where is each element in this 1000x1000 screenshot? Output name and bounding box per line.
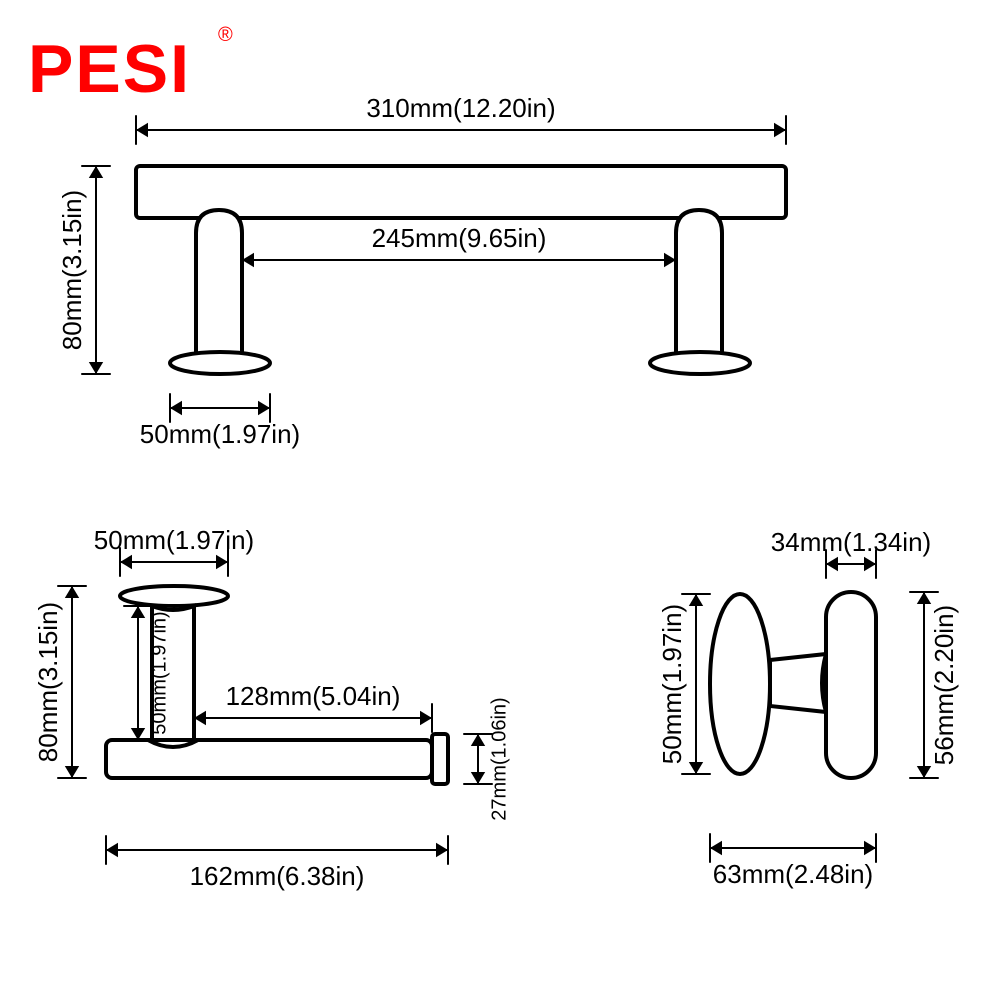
svg-text:50mm(1.97in): 50mm(1.97in) <box>657 604 687 764</box>
svg-text:34mm(1.34in): 34mm(1.34in) <box>771 527 931 557</box>
svg-text:63mm(2.48in): 63mm(2.48in) <box>713 859 873 889</box>
svg-text:50mm(1.97in): 50mm(1.97in) <box>94 525 254 555</box>
svg-text:245mm(9.65in): 245mm(9.65in) <box>372 223 547 253</box>
svg-text:50mm(1.97in): 50mm(1.97in) <box>140 419 300 449</box>
svg-text:310mm(12.20in): 310mm(12.20in) <box>366 93 555 123</box>
svg-text:80mm(3.15in): 80mm(3.15in) <box>57 190 87 350</box>
diagram-svg: 310mm(12.20in) 245mm(9.65in) 80mm(3.15in) 5… <box>0 0 1000 1000</box>
svg-text:56mm(2.20in): 56mm(2.20in) <box>929 605 959 765</box>
svg-text:50mm(1.97in): 50mm(1.97in) <box>148 611 170 734</box>
svg-text:128mm(5.04in): 128mm(5.04in) <box>226 681 401 711</box>
svg-text:27mm(1.06in): 27mm(1.06in) <box>488 697 510 820</box>
svg-text:162mm(6.38in): 162mm(6.38in) <box>190 861 365 891</box>
svg-text:80mm(3.15in): 80mm(3.15in) <box>33 602 63 762</box>
